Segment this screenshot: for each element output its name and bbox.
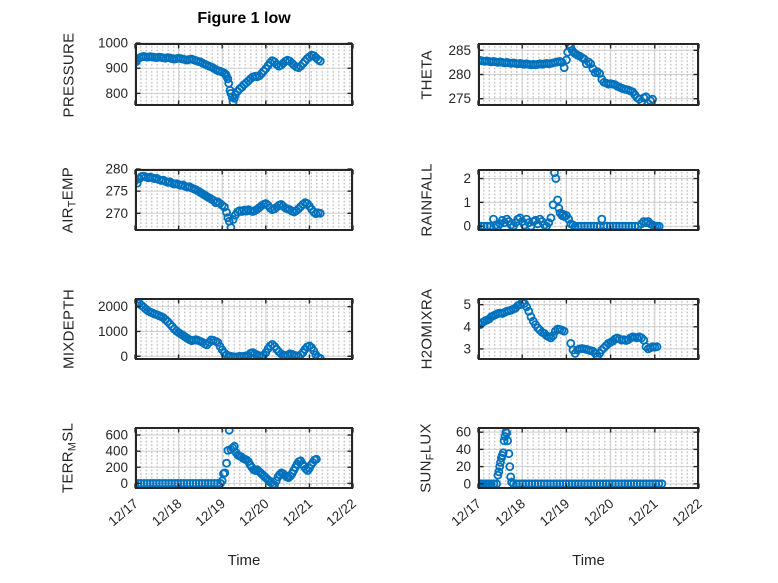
subplot-theta: 275 280 285 THETA xyxy=(419,43,700,106)
ylabel-mixdepth: MIXDEPTH xyxy=(60,289,78,369)
y-tick-label: 1000 xyxy=(98,36,128,51)
y-tick-label: 285 xyxy=(448,43,471,58)
marker-series-terr-msl xyxy=(135,427,321,489)
xlabel-time-left: Time xyxy=(227,552,261,569)
x-tick-label: 12/19 xyxy=(537,496,573,529)
y-tick-label: 40 xyxy=(456,442,471,457)
y-tick-label: 400 xyxy=(105,444,128,459)
y-tick-label: 275 xyxy=(105,184,128,199)
x-tick-label: 12/22 xyxy=(669,496,705,529)
y-tick-label: 1000 xyxy=(98,324,128,339)
x-tick-label: 12/20 xyxy=(236,496,272,529)
marker-series-air-temp xyxy=(135,171,325,231)
x-tick-label: 12/21 xyxy=(625,496,661,529)
y-tick-label: 275 xyxy=(448,91,471,106)
plot-area-mixdepth: 0 1000 2000 xyxy=(98,298,354,364)
y-tick-label: 200 xyxy=(105,460,128,475)
figure-title: Figure 1 low xyxy=(197,10,291,27)
y-tick-label: 2 xyxy=(463,171,471,186)
y-tick-label: 600 xyxy=(105,428,128,443)
ylabel-air-temp: AIRTEMP xyxy=(59,166,79,234)
marker-series-h2omixra xyxy=(478,298,662,360)
y-tick-label: 5 xyxy=(463,297,471,312)
y-tick-label: 0 xyxy=(120,476,128,491)
y-tick-label: 280 xyxy=(448,67,471,82)
subplot-h2omixra: 3 4 5 H2OMIXRA xyxy=(419,289,700,369)
y-tick-label: 4 xyxy=(463,319,471,334)
x-tick-label: 12/19 xyxy=(193,496,229,529)
y-tick-label: 280 xyxy=(105,162,128,177)
y-tick-label: 1 xyxy=(463,195,471,210)
subplot-sun-flux: 0 20 40 60 12/17 12/18 12/19 12/20 12/21 12/22 SUN… xyxy=(417,423,705,529)
y-tick-label: 0 xyxy=(463,476,471,491)
subplot-terr-msl: 0 200 400 600 12/17 12/18 12/19 12/20 12/21 12/22… xyxy=(59,423,359,529)
y-tick-label: 3 xyxy=(463,341,471,356)
x-tick-label: 12/17 xyxy=(105,496,141,529)
subplot-air-temp: 270 275 280 AIRTEMP xyxy=(59,162,354,233)
marker-series-sun-flux xyxy=(478,427,667,489)
subplot-pressure: 800 900 1000 PRESSURE xyxy=(61,32,354,117)
x-tick-label: 12/18 xyxy=(493,496,529,529)
ylabel-pressure: PRESSURE xyxy=(60,32,78,117)
plot-area-h2omixra: 3 4 5 xyxy=(463,297,700,360)
y-tick-label: 900 xyxy=(105,61,128,76)
subplot-mixdepth: 0 1000 2000 MIXDEPTH xyxy=(61,289,354,369)
ylabel-theta: THETA xyxy=(418,49,436,100)
plot-area-air-temp: 270 275 280 xyxy=(105,162,354,231)
ylabel-sun-flux: SUNFLUX xyxy=(417,423,437,493)
x-tick-label: 12/18 xyxy=(149,496,185,529)
marker-series-mixdepth xyxy=(135,298,325,360)
plot-area-theta: 275 280 285 xyxy=(448,43,700,106)
y-tick-label: 20 xyxy=(456,459,471,474)
plot-area-rainfall: 0 1 2 xyxy=(463,169,700,234)
y-tick-label: 2000 xyxy=(98,299,128,314)
minor-grid xyxy=(478,427,699,489)
marker-series-theta xyxy=(478,43,658,106)
y-tick-label: 60 xyxy=(456,425,471,440)
x-tick-label: 12/20 xyxy=(581,496,617,529)
marker-series-pressure xyxy=(135,50,325,106)
x-tick-label: 12/21 xyxy=(280,496,316,529)
y-tick-label: 0 xyxy=(463,219,471,234)
plot-area-sun-flux: 0 20 40 60 12/17 12/18 12/19 12/20 12/21 12/22 xyxy=(448,425,705,529)
x-tick-label: 12/17 xyxy=(448,496,484,529)
y-tick-label: 0 xyxy=(120,349,128,364)
ylabel-terr-msl: TERRMSL xyxy=(59,422,79,494)
x-tick-label: 12/22 xyxy=(323,496,359,529)
ylabel-h2omixra: H2OMIXRA xyxy=(418,288,436,370)
plot-area-pressure: 800 900 1000 xyxy=(98,36,354,106)
xlabel-time-right: Time xyxy=(572,552,605,569)
subplot-rainfall: 0 1 2 RAINFALL xyxy=(419,163,700,237)
y-tick-label: 800 xyxy=(105,86,128,101)
ylabel-rainfall: RAINFALL xyxy=(418,163,436,237)
y-tick-label: 270 xyxy=(105,206,128,221)
